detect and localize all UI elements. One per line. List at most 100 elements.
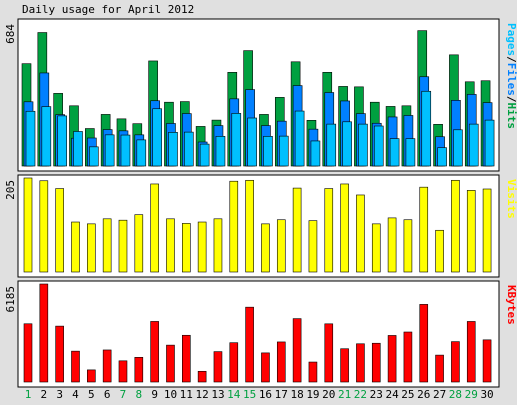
pages-bar [389, 138, 400, 167]
panel-frame [17, 174, 500, 278]
kbytes-bar [134, 357, 144, 383]
pages-bar [484, 119, 495, 167]
x-tick-label: 6 [104, 388, 111, 401]
kbytes-bar [118, 360, 128, 383]
x-tick-label: 18 [290, 388, 303, 401]
kbytes-bar [451, 341, 460, 383]
legend-sep1: / [505, 56, 517, 63]
x-tick-label: 10 [164, 388, 177, 401]
x-tick-label: 14 [227, 388, 241, 401]
visits-bar [482, 188, 492, 273]
kbytes-bar [55, 325, 64, 383]
pages-bar [41, 106, 52, 167]
visits-bar [387, 217, 397, 273]
visits-bar [292, 187, 302, 273]
pages-bar [263, 136, 273, 167]
pages-bar [25, 110, 36, 167]
y-max-label: 6185 [4, 286, 17, 313]
visits-bar [118, 219, 128, 273]
visits-bar [261, 223, 270, 273]
y-max-label: 205 [4, 180, 17, 200]
x-tick-label: 11 [180, 388, 193, 401]
pages-bar [57, 115, 67, 167]
pages-bar [358, 123, 368, 167]
x-tick-label: 17 [275, 388, 288, 401]
x-tick-label: 30 [480, 388, 493, 401]
y-max-label: 684 [4, 24, 17, 44]
pages-bar [326, 123, 337, 167]
pages-bar [231, 113, 242, 167]
x-tick-label: 2 [41, 388, 48, 401]
pages-bar [73, 131, 83, 167]
kbytes-bar [419, 304, 429, 383]
visits-bar [150, 183, 159, 273]
legend-sep2: / [505, 96, 517, 103]
pages-bar [421, 90, 432, 167]
visits-bar [87, 223, 96, 273]
x-tick-label: 1 [25, 388, 32, 401]
visits-bar [71, 221, 80, 273]
x-tick-label: 3 [56, 388, 63, 401]
kbytes-bar [197, 370, 207, 383]
visits-bar [340, 183, 349, 273]
x-tick-label: 8 [135, 388, 142, 401]
x-tick-label: 20 [322, 388, 335, 401]
chart-title: Daily usage for April 2012 [22, 3, 194, 16]
pages-bar [310, 140, 321, 167]
pages-bar [184, 131, 194, 167]
kbytes-bar [245, 306, 254, 383]
visits-bar [102, 218, 112, 273]
legend-visits: Visits [505, 179, 517, 219]
kbytes-bar [166, 344, 175, 383]
visits-bar [276, 219, 286, 273]
legend-pages-files-hits: Pages/Files/Hits [505, 23, 517, 129]
panel-hits-files-pages: 684 Pages/Files/Hits [4, 18, 517, 172]
kbytes-bar [387, 335, 397, 383]
visits-bar [134, 214, 144, 273]
pages-bar [199, 143, 210, 167]
x-axis-labels: 1 2 3 4 5 6 7 8 9 10 11 12 13 14 15 16 17 18 19 20 21 22 23 24 2… [25, 388, 494, 401]
kbytes-bar [324, 323, 334, 383]
kbytes-bar [308, 361, 318, 383]
x-tick-label: 7 [120, 388, 127, 401]
kbytes-bar [87, 369, 96, 383]
kbytes-bar [261, 352, 270, 383]
visits-bar [245, 179, 254, 273]
legend-hits: Hits [505, 103, 517, 130]
visits-bar [308, 220, 318, 273]
visits-bar [182, 223, 191, 273]
x-tick-label: 23 [370, 388, 383, 401]
legend-files: Files [505, 63, 517, 96]
pages-bar [247, 117, 257, 167]
kbytes-bar [150, 321, 159, 383]
visits-bar [356, 194, 365, 273]
pages-bar [373, 125, 384, 167]
visits-bar [451, 179, 460, 273]
visits-bar [23, 177, 33, 273]
x-tick-label: 29 [465, 388, 478, 401]
kbytes-bar [482, 339, 492, 383]
kbytes-bar [23, 323, 33, 383]
x-tick-label: 19 [306, 388, 319, 401]
visits-bar [371, 223, 381, 273]
legend-kbytes: KBytes [505, 285, 517, 325]
pages-bar [168, 132, 178, 167]
x-tick-label: 22 [354, 388, 367, 401]
x-tick-label: 16 [259, 388, 272, 401]
legend-pages: Pages [505, 23, 517, 56]
x-tick-label: 13 [211, 388, 224, 401]
visits-bar [324, 188, 334, 273]
pages-bar [104, 134, 115, 167]
visits-bar [55, 188, 64, 273]
kbytes-bar [435, 354, 444, 383]
pages-bar [152, 108, 162, 167]
panel-kbytes: 6185 KBytes [4, 280, 517, 388]
x-tick-label: 15 [243, 388, 256, 401]
pages-bar [278, 135, 289, 167]
visits-bar [419, 186, 429, 273]
kbytes-bar [371, 342, 381, 383]
visits-bar [197, 221, 207, 273]
pages-bar [294, 110, 305, 167]
pages-bar [437, 147, 447, 167]
